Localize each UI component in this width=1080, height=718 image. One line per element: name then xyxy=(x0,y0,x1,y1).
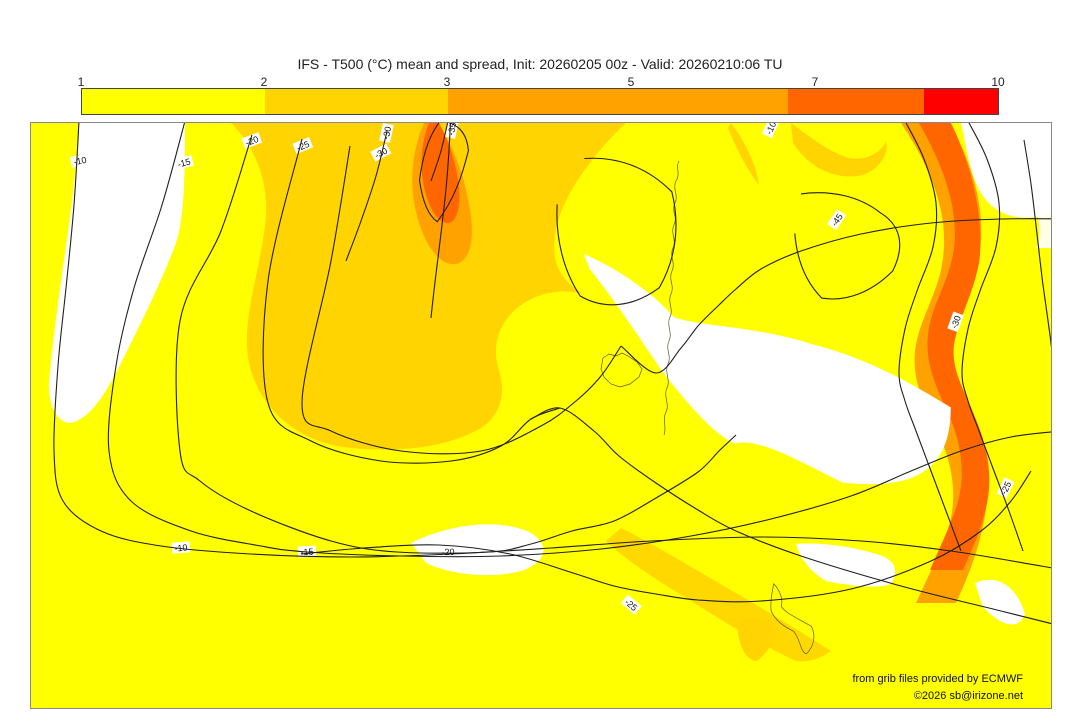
svg-text:-20: -20 xyxy=(441,547,454,557)
